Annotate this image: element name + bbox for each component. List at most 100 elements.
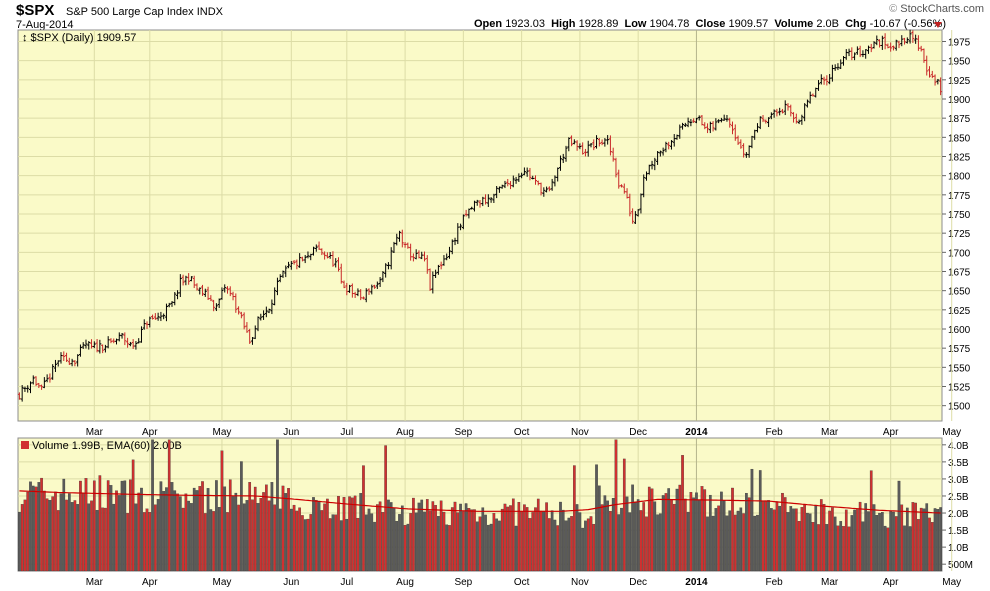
ohlc-bar (145, 321, 149, 329)
volume-bar (328, 518, 332, 572)
ohlc-bar (409, 243, 413, 261)
ohlc-bar (98, 339, 102, 354)
ohlc-bar (905, 37, 909, 44)
volume-bar (531, 512, 535, 572)
volume-bar (592, 523, 596, 572)
volume-bar (573, 465, 576, 572)
volume-bar (87, 503, 91, 572)
volume-bar (156, 499, 160, 572)
volume-bar (484, 514, 487, 572)
volume-bar (104, 507, 107, 572)
volume-bar (500, 508, 504, 572)
ohlc-bar (151, 314, 155, 320)
price-chart: 1975 1950 1925 1900 1875 1850 1825 1800 1775 1750… (17, 29, 971, 438)
ohlc-bar (370, 284, 374, 295)
ohlc-bar (336, 257, 340, 272)
ohlc-bar (495, 185, 499, 199)
security-name-text: S&P 500 Large Cap Index (66, 6, 194, 18)
volume-bar (647, 486, 651, 572)
ohlc-bar (428, 268, 432, 291)
volume-value: 2.0B (816, 18, 839, 30)
ohlc-bar (617, 169, 621, 189)
volume-x-tick-label: Jun (283, 577, 299, 588)
ohlc-bar (353, 291, 357, 298)
ohlc-bar (700, 115, 704, 126)
volume-x-tick-label: Aug (396, 577, 414, 588)
ohlc-bar (686, 117, 690, 128)
ohlc-bar (453, 237, 457, 246)
volume-bar (725, 515, 729, 572)
ohlc-bar (750, 135, 754, 149)
volume-bar (234, 492, 238, 572)
volume-bar (634, 501, 637, 572)
volume-bar (811, 522, 815, 572)
ohlc-bar (853, 52, 857, 61)
ohlc-bar (65, 352, 69, 362)
volume-bar (692, 497, 695, 572)
volume-bar (126, 513, 129, 572)
volume-bar (831, 507, 834, 572)
ohlc-bar (325, 252, 329, 259)
ohlc-bar (131, 339, 135, 349)
volume-bar (203, 513, 207, 572)
quote-summary: Open 1923.03 High 1928.89 Low 1904.78 Cl… (474, 18, 946, 30)
ohlc-bar (722, 114, 726, 121)
ohlc-bar (461, 214, 465, 230)
volume-bar (844, 509, 848, 572)
volume-bar (800, 507, 804, 572)
ohlc-bar (312, 246, 316, 256)
volume-bar (270, 482, 274, 572)
ohlc-bar (26, 385, 30, 393)
ohlc-bar (184, 275, 188, 286)
ohlc-bar (553, 175, 557, 187)
volume-bar (337, 495, 340, 572)
ohlc-bar (836, 63, 840, 71)
price-tick-label: 1925 (948, 76, 971, 87)
volume-bar (173, 490, 177, 572)
volume-bar (151, 439, 154, 572)
ohlc-bar (23, 386, 27, 392)
ohlc-bar (472, 200, 476, 212)
ohlc-bar (681, 122, 685, 130)
volume-bar (206, 488, 210, 572)
ohlc-bar (636, 209, 640, 217)
ohlc-bar (500, 184, 504, 189)
ohlc-bar (248, 328, 252, 344)
ohlc-bar (894, 39, 898, 51)
ohlc-bar (747, 145, 751, 158)
ohlc-bar (128, 341, 132, 347)
ohlc-bar (608, 135, 612, 156)
credit[interactable]: © StockCharts.com (889, 3, 984, 15)
volume-bar (781, 492, 784, 572)
volume-bar (922, 508, 926, 572)
ohlc-bar (744, 152, 748, 158)
ohlc-bar (647, 164, 651, 175)
ohlc-bar (126, 337, 130, 348)
ohlc-bar (606, 135, 610, 145)
volume-bar (167, 439, 171, 572)
price-tick-label: 1525 (948, 383, 971, 394)
volume-bar (622, 458, 626, 572)
volume-bar (742, 513, 745, 572)
ohlc-bar (908, 29, 912, 44)
ohlc-bar (403, 242, 407, 248)
ohlc-bar (198, 287, 202, 295)
volume-bar (750, 468, 754, 572)
ohlc-bar (112, 338, 116, 344)
ohlc-bar (442, 255, 446, 266)
ohlc-bar (139, 326, 143, 343)
ohlc-bar (342, 280, 346, 289)
ohlc-bar (456, 223, 460, 245)
volume-bar (523, 504, 526, 572)
volume-bar (412, 497, 415, 572)
ohlc-bar (53, 359, 57, 372)
price-tick-label: 1625 (948, 306, 971, 317)
x-tick-label: May (942, 427, 961, 438)
volume-bar (706, 516, 709, 572)
ohlc-bar (323, 251, 327, 260)
ohlc-bar (728, 117, 732, 128)
volume-bar (184, 493, 188, 572)
ohlc-bar (264, 306, 268, 318)
volume-bar (65, 499, 68, 572)
